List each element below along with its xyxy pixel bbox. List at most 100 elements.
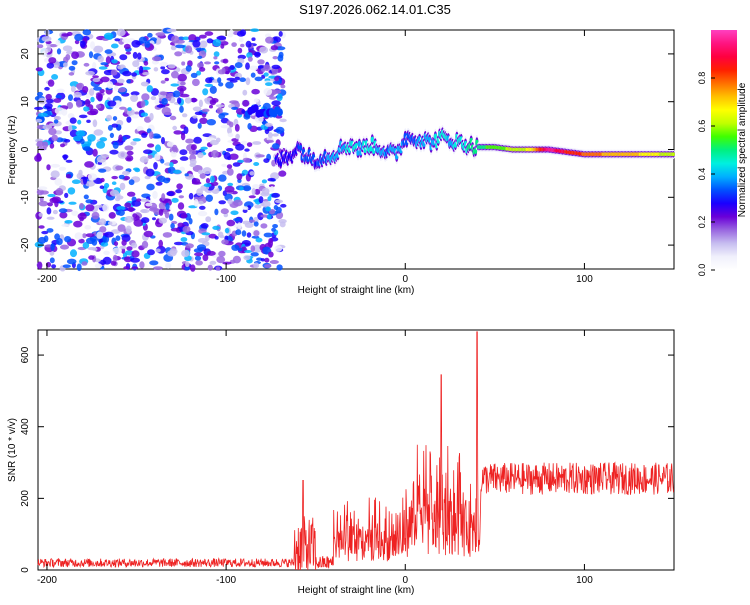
noise-cell — [55, 94, 62, 99]
noise-cell — [137, 52, 142, 60]
noise-cell — [172, 169, 182, 174]
noise-cell — [115, 235, 121, 241]
noise-cell — [253, 221, 259, 227]
noise-cell — [174, 51, 183, 57]
noise-cell — [147, 249, 155, 256]
snr-x-label: Height of straight line (km) — [298, 585, 415, 596]
noise-cell — [70, 249, 77, 258]
noise-cell — [272, 143, 280, 150]
noise-cell — [149, 112, 154, 121]
y-tick-label: 400 — [20, 418, 31, 435]
noise-cell — [150, 96, 157, 101]
noise-cell — [209, 104, 213, 109]
noise-cell — [82, 29, 92, 36]
noise-cell — [185, 45, 193, 54]
y-tick-label: 200 — [20, 490, 31, 507]
noise-cell — [64, 139, 71, 143]
noise-cell — [73, 91, 82, 98]
noise-cell — [226, 148, 234, 152]
noise-cell — [237, 222, 242, 229]
colorbar-tick-label: 0.4 — [697, 168, 707, 181]
noise-cell — [85, 204, 95, 212]
noise-cell — [270, 172, 280, 180]
noise-cell — [172, 125, 178, 131]
noise-cell — [155, 248, 161, 253]
noise-cell — [243, 255, 251, 261]
noise-cell — [37, 186, 48, 191]
noise-cell — [224, 185, 235, 193]
noise-cell — [65, 159, 73, 163]
noise-cell — [119, 182, 126, 191]
noise-cell — [54, 178, 63, 186]
noise-cell — [226, 219, 236, 227]
noise-cell — [171, 197, 179, 203]
noise-cell — [242, 220, 250, 225]
noise-cell — [64, 220, 73, 224]
snr-ticks: -200 -100 0 100 0 200 400 600 — [20, 330, 674, 586]
noise-cell — [192, 40, 201, 48]
noise-cell — [265, 36, 274, 44]
noise-cell — [269, 186, 275, 192]
noise-cell — [123, 175, 130, 181]
noise-cell — [78, 169, 83, 176]
y-tick-label: 10 — [20, 96, 31, 108]
noise-cell — [114, 38, 121, 42]
noise-cell — [141, 66, 151, 70]
noise-cell — [170, 83, 179, 87]
noise-cell — [231, 106, 239, 110]
noise-cell — [246, 232, 252, 238]
noise-cell — [199, 34, 207, 39]
noise-cell — [111, 59, 118, 64]
noise-cell — [103, 250, 110, 255]
noise-cell — [267, 196, 272, 202]
x-tick-label: 0 — [402, 274, 408, 285]
noise-cell — [176, 183, 183, 190]
noise-cell — [197, 62, 204, 69]
noise-cell — [267, 213, 272, 220]
noise-cell — [139, 261, 145, 269]
noise-cell — [133, 219, 144, 227]
noise-cell — [262, 200, 271, 208]
noise-cell — [188, 149, 197, 155]
noise-cell — [143, 230, 154, 238]
noise-cell — [242, 185, 252, 192]
noise-cell — [95, 92, 103, 101]
noise-cell — [161, 193, 166, 201]
noise-cell — [91, 211, 100, 220]
colorbar-label: Normalized spectral amplitude — [737, 82, 748, 217]
noise-cell — [212, 225, 221, 230]
noise-cell — [152, 190, 158, 199]
noise-cell — [126, 116, 132, 123]
noise-cell — [147, 32, 153, 38]
noise-cell — [179, 156, 189, 161]
noise-cell — [229, 153, 239, 160]
noise-cell — [264, 264, 272, 268]
noise-cell — [191, 181, 202, 185]
noise-cell — [85, 233, 95, 238]
noise-cell — [221, 239, 229, 245]
noise-cell — [61, 108, 68, 116]
noise-cell — [218, 200, 226, 205]
noise-cell — [169, 162, 174, 168]
noise-cell — [177, 97, 182, 104]
noise-cell — [278, 170, 287, 177]
noise-cell — [204, 83, 214, 87]
noise-cell — [235, 181, 243, 187]
noise-cell — [154, 153, 161, 161]
noise-cell — [75, 83, 83, 89]
noise-cell — [257, 59, 265, 65]
noise-cell — [197, 152, 204, 159]
noise-cell — [158, 239, 163, 248]
y-tick-label: 20 — [20, 48, 31, 60]
noise-cell — [214, 208, 219, 216]
noise-cell — [67, 124, 73, 132]
noise-cell — [122, 70, 132, 77]
noise-cell — [227, 132, 234, 138]
noise-cell — [198, 67, 206, 72]
y-tick-label: 0 — [20, 146, 31, 152]
noise-cell — [112, 247, 122, 254]
noise-cell — [194, 111, 203, 116]
ridge-cell — [433, 133, 437, 140]
noise-cell — [85, 237, 96, 244]
noise-cell — [221, 163, 227, 167]
